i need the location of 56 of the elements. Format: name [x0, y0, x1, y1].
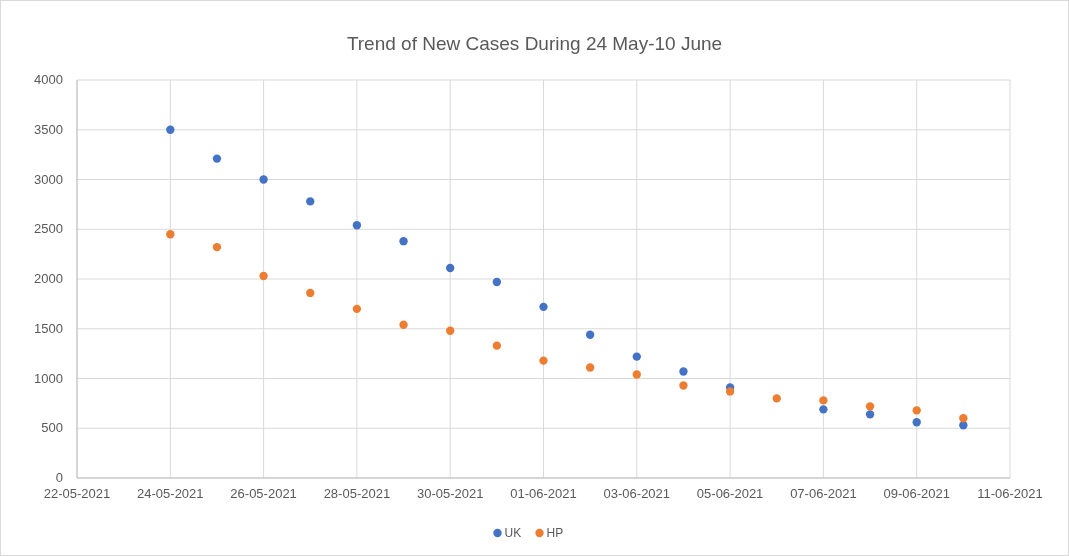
y-tick-label: 2500 — [34, 221, 63, 237]
legend-label: HP — [546, 526, 564, 540]
point — [585, 330, 595, 339]
y-tick-label: 1000 — [34, 370, 63, 386]
point — [819, 405, 828, 414]
x-tick-label: 07-06-2021 — [790, 486, 857, 501]
point — [306, 288, 315, 298]
y-tick-label: 0 — [55, 470, 63, 485]
point — [865, 402, 875, 411]
x-tick-label: 03-06-2021 — [603, 486, 671, 501]
y-tick-label: 3500 — [34, 121, 63, 137]
point — [259, 271, 268, 281]
x-tick-label: 22-05-2021 — [43, 486, 111, 501]
x-tick-label: 09-06-2021 — [883, 486, 950, 501]
point — [399, 237, 408, 246]
x-tick-label: 24-05-2021 — [137, 486, 204, 501]
point — [772, 394, 781, 403]
x-tick-label: 05-06-2021 — [696, 486, 764, 501]
point — [912, 418, 921, 427]
point — [399, 320, 408, 329]
x-tick-label: 30-05-2021 — [416, 486, 484, 501]
point — [632, 370, 641, 379]
point — [679, 367, 688, 376]
point — [166, 125, 175, 134]
legend-label: UK — [504, 526, 522, 540]
point — [352, 221, 362, 230]
x-tick-label: 26-05-2021 — [230, 486, 297, 501]
chart-title: Trend of New Cases During 24 May-10 June — [346, 33, 723, 54]
point — [539, 356, 548, 365]
point — [212, 242, 222, 252]
point — [446, 263, 455, 273]
y-tick-label: 500 — [41, 420, 63, 436]
y-tick-label: 3000 — [34, 171, 63, 187]
point — [632, 352, 641, 361]
point — [865, 410, 875, 419]
point — [585, 363, 595, 372]
point — [212, 154, 222, 163]
y-tick-label: 4000 — [34, 72, 63, 87]
x-tick-label: 28-05-2021 — [323, 486, 391, 501]
point — [819, 396, 828, 405]
y-tick-label: 2000 — [34, 271, 63, 286]
x-tick-label: 11-06-2021 — [977, 486, 1043, 501]
point — [166, 230, 175, 239]
point — [959, 414, 968, 423]
point — [912, 406, 921, 415]
point — [446, 326, 455, 335]
point — [492, 277, 502, 287]
y-tick-label: 1500 — [34, 320, 63, 336]
point — [306, 197, 315, 206]
point — [352, 304, 362, 314]
point — [492, 341, 502, 350]
point — [679, 381, 688, 390]
point — [259, 175, 268, 184]
point — [539, 302, 548, 312]
x-tick-label: 01-06-2021 — [510, 486, 577, 501]
point — [725, 387, 735, 396]
